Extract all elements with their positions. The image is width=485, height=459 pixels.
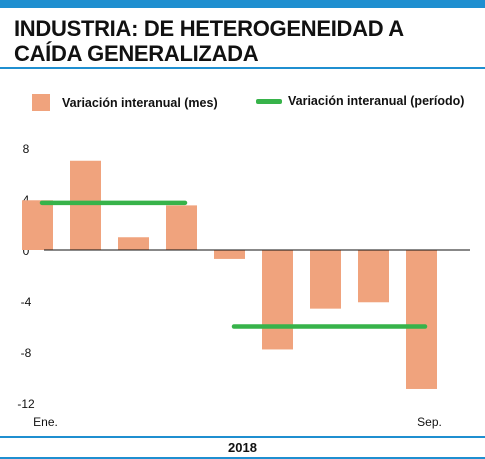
- bar-month-1: [22, 200, 53, 250]
- bar-month-7: [310, 250, 341, 309]
- chart-title-line-1: INDUSTRIA: DE HETEROGENEIDAD A: [14, 16, 404, 41]
- bar-month-5: [214, 250, 245, 259]
- y-tick-label: -8: [21, 346, 32, 360]
- legend-label-period: Variación interanual (período): [288, 94, 465, 108]
- bar-month-9: [406, 250, 437, 389]
- chart-title: INDUSTRIA: DE HETEROGENEIDAD A CAÍDA GEN…: [14, 16, 474, 66]
- legend-label-monthly: Variación interanual (mes): [62, 95, 218, 110]
- footer-divider-top: [0, 436, 485, 438]
- legend-swatch-bar: [32, 94, 50, 111]
- top-accent-bar: [0, 0, 485, 8]
- chart-title-line-2: CAÍDA GENERALIZADA: [14, 41, 259, 66]
- bar-month-8: [358, 250, 389, 303]
- legend-item-monthly: Variación interanual (mes): [32, 94, 218, 111]
- y-tick-label: -4: [21, 295, 32, 309]
- bar-chart: 8 4 0 -4 -8 -12 Ene. Sep.: [17, 142, 470, 429]
- footer-divider-bottom: [0, 457, 485, 459]
- legend-swatch-line: [256, 98, 282, 104]
- legend-item-period: Variación interanual (período): [256, 94, 464, 108]
- bar-month-3: [118, 237, 149, 250]
- legend: Variación interanual (mes) Variación int…: [0, 94, 485, 118]
- bar-month-2: [70, 160, 101, 250]
- y-tick-label: 0: [23, 244, 30, 258]
- x-tick-label: Ene.: [33, 415, 58, 429]
- x-tick-label: Sep.: [417, 415, 442, 429]
- y-tick-label: 8: [23, 142, 30, 156]
- title-divider: [0, 67, 485, 69]
- bar-month-6: [262, 250, 293, 350]
- y-tick-label: 4: [23, 193, 30, 207]
- bar-month-4: [166, 205, 197, 250]
- y-tick-label: -12: [17, 397, 35, 411]
- year-label: 2018: [228, 440, 257, 455]
